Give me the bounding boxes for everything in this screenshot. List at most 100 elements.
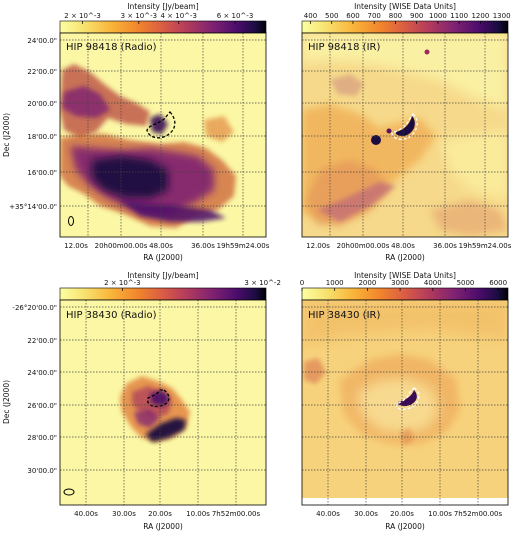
- colorbar-tick-label: 2 × 10^-3: [104, 279, 141, 287]
- colorbar-tick-label: 6 × 10^-3: [217, 12, 254, 20]
- x-tick-label: 40.00s: [74, 510, 98, 518]
- y-tick-labels: 24'00.0" 22'00.0" 20'00.0" 18'00.0" 16'0…: [9, 37, 57, 211]
- colorbar-tick-label: 6000: [489, 279, 507, 287]
- x-tick-labels: 12.00s 20h00m00.00s 48.00s 36.00s 19h59m…: [64, 242, 270, 250]
- x-tick-labels: 40.00s 30.00s 20.00s 10.00s 7h52m00.00s: [316, 510, 502, 518]
- x-axis-label: RA (J2000): [143, 253, 183, 262]
- colorbar: [59, 287, 267, 301]
- source-contour: [146, 110, 176, 139]
- radio-emission: [120, 376, 190, 442]
- source-contour: [395, 387, 420, 411]
- x-tick-label: 30.00s: [112, 510, 136, 518]
- x-tick-label: 12.00s: [306, 242, 330, 250]
- x-tick-label: 20.00s: [390, 510, 414, 518]
- colorbar: [301, 20, 509, 34]
- source-contour: [391, 113, 418, 140]
- x-tick-label: 19h59m24.00s: [217, 242, 270, 250]
- colorbar-tick-label: 3 × 10^-3: [121, 12, 158, 20]
- y-tick-label: 16'00.0": [27, 169, 57, 177]
- x-axis-label: RA (J2000): [385, 522, 425, 531]
- x-tick-label: 7h52m00.00s: [454, 510, 503, 518]
- image-blank-strip: [302, 498, 508, 505]
- panel-frame: [301, 32, 509, 238]
- y-tick-label: 22'00.0": [27, 337, 57, 345]
- x-tick-label: 36.00s: [191, 242, 215, 250]
- y-tick-label: 26'00.0": [27, 402, 57, 410]
- y-tick-label: -26°20'00.0": [12, 304, 57, 312]
- x-tick-label: 20h00m00.00s: [337, 242, 390, 250]
- x-tick-label: 40.00s: [316, 510, 340, 518]
- x-tick-label: 30.00s: [354, 510, 378, 518]
- colorbar-tick-label: 1300: [493, 12, 511, 20]
- beam-ellipse: [63, 488, 75, 496]
- point-source: [371, 135, 381, 145]
- panel-hip38430-radio: Intensity [Jy/beam] 2 × 10^-3 3 × 10^-2 H…: [2, 271, 281, 531]
- x-axis-label: RA (J2000): [385, 253, 425, 262]
- x-tick-label: 10.00s: [186, 510, 210, 518]
- coordinate-grid: [60, 33, 266, 237]
- y-tick-labels: -26°20'00.0" 22'00.0" 24'00.0" 26'00.0" …: [12, 304, 57, 475]
- panel-hip98418-ir: Intensity [WISE Data Units] 400 500 600 700…: [301, 2, 512, 262]
- panel-frame: [59, 32, 267, 238]
- colorbar-tick-label: 2000: [358, 279, 376, 287]
- panel-frame: [301, 299, 509, 506]
- colorbar-ticks: 400 500 600 700 800 900 1000 1100 1200 1300: [304, 12, 511, 24]
- panel-title: HIP 98418 (IR): [308, 42, 380, 53]
- y-tick-label: 22'00.0": [27, 68, 57, 76]
- panel-frame: [59, 299, 267, 506]
- panel-title: HIP 38430 (IR): [308, 310, 380, 321]
- x-tick-label: 20h00m00.00s: [95, 242, 148, 250]
- y-tick-label: 20'00.0": [27, 100, 57, 108]
- colorbar-tick-label: 1100: [450, 12, 468, 20]
- y-tick-label: 24'00.0": [27, 369, 57, 377]
- x-axis-label: RA (J2000): [143, 522, 183, 531]
- colorbar-tick-label: 600: [346, 12, 359, 20]
- colorbar-tick-label: 4000: [424, 279, 442, 287]
- colorbar-tick-label: 800: [389, 12, 402, 20]
- colorbar-tick-label: 3 × 10^-2: [244, 279, 281, 287]
- colorbar-label: Intensity [Jy/beam]: [127, 2, 198, 11]
- x-tick-label: 48.00s: [149, 242, 173, 250]
- colorbar-label: Intensity [Jy/beam]: [127, 271, 198, 280]
- ir-emission: [302, 33, 508, 236]
- ir-bow-shock: [398, 390, 417, 407]
- colorbar-label: Intensity [WISE Data Units]: [354, 2, 456, 11]
- coordinate-grid: [60, 300, 266, 505]
- y-tick-label: 24'00.0": [27, 37, 57, 45]
- x-tick-label: 10.00s: [428, 510, 452, 518]
- radio-emission: [60, 64, 236, 228]
- colorbar-tick-label: 900: [410, 12, 423, 20]
- colorbar-tick-label: 400: [304, 12, 317, 20]
- y-tick-label: 30'00.0": [27, 467, 57, 475]
- colorbar-tick-label: 2 × 10^-3: [64, 12, 101, 20]
- colorbar-tick-label: 700: [368, 12, 381, 20]
- x-tick-label: 12.00s: [64, 242, 88, 250]
- colorbar-tick-label: 5000: [457, 279, 475, 287]
- ir-bow-shock: [396, 116, 415, 136]
- colorbar: [301, 287, 509, 301]
- panel-hip98418-radio: Intensity [Jy/beam] 2 × 10^-3 3 × 10^-3 4 …: [2, 2, 270, 262]
- colorbar-tick-label: 1000: [429, 12, 447, 20]
- x-tick-labels: 40.00s 30.00s 20.00s 10.00s 7h52m00.00s: [74, 510, 260, 518]
- colorbar-ticks: 2 × 10^-3 3 × 10^-2: [104, 279, 281, 291]
- colorbar-tick-label: 1200: [471, 12, 489, 20]
- colorbar-ticks: 0 1000 2000 3000 4000 5000 6000: [300, 279, 507, 291]
- point-source: [386, 128, 392, 134]
- beam-ellipse: [68, 216, 74, 226]
- panel-title: HIP 98418 (Radio): [66, 42, 157, 53]
- colorbar-tick-label: 0: [300, 279, 304, 287]
- x-tick-label: 19h59m24.00s: [459, 242, 512, 250]
- colorbar-tick-label: 1000: [326, 279, 344, 287]
- coordinate-grid: [302, 33, 508, 237]
- x-tick-label: 48.00s: [391, 242, 415, 250]
- panel-title: HIP 38430 (Radio): [66, 310, 157, 321]
- y-tick-label: 28'00.0": [27, 434, 57, 442]
- panel-hip38430-ir: Intensity [WISE Data Units] 0 1000 2000 300…: [300, 271, 509, 531]
- x-tick-labels: 12.00s 20h00m00.00s 48.00s 36.00s 19h59m…: [306, 242, 512, 250]
- x-tick-label: 36.00s: [433, 242, 457, 250]
- y-tick-label: +35°14'00.0": [9, 203, 57, 211]
- colorbar-tick-label: 500: [325, 12, 338, 20]
- y-tick-label: 18'00.0": [27, 133, 57, 141]
- colorbar-ticks: 2 × 10^-3 3 × 10^-3 4 × 10^-3 6 × 10^-3: [64, 12, 253, 24]
- colorbar-label: Intensity [WISE Data Units]: [354, 271, 456, 280]
